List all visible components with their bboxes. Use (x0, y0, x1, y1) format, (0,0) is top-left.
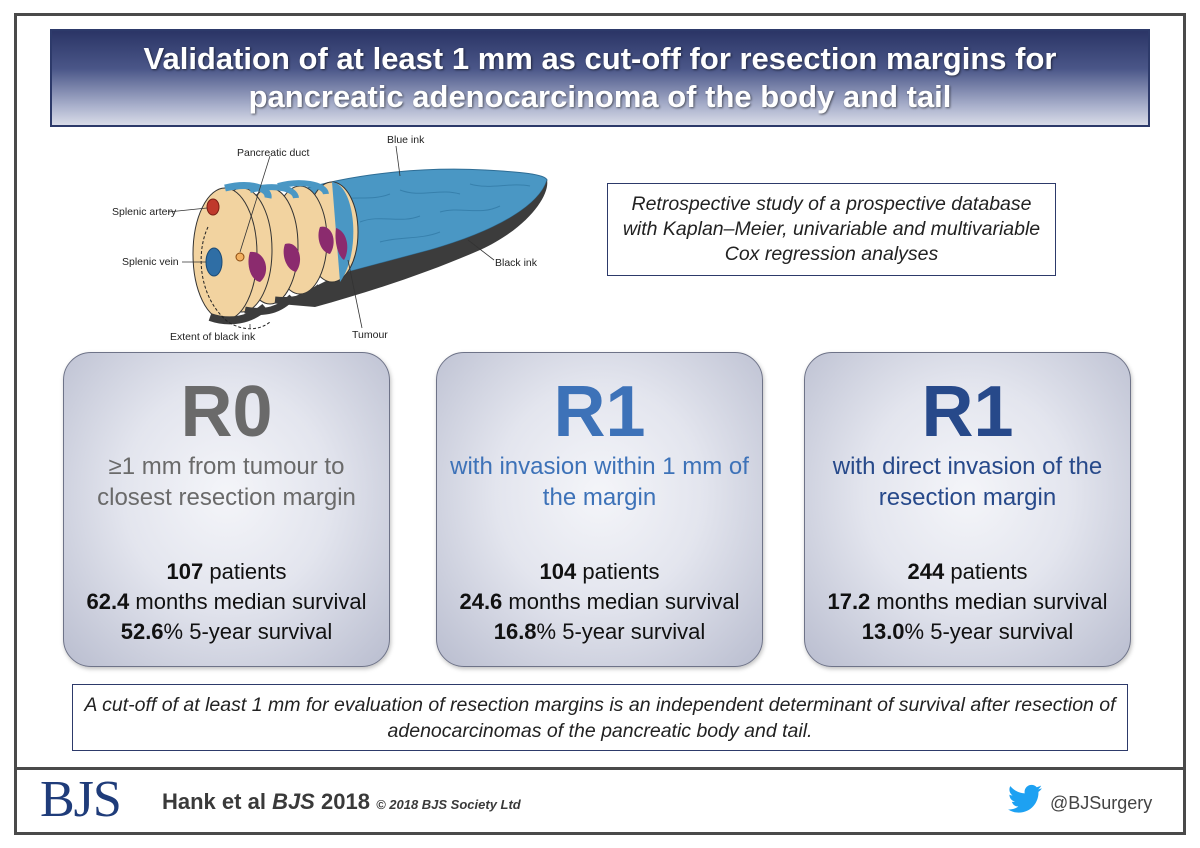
patients-label: patients (209, 559, 287, 584)
card-description: with invasion within 1 mm of the margin (450, 453, 749, 511)
citation: Hank et al BJS 2018 © 2018 BJS Society L… (162, 787, 521, 820)
pancreatic-duct-marker (235, 252, 245, 262)
patients-label: patients (950, 559, 1028, 584)
footer-divider (14, 767, 1186, 770)
pancreas-specimen-illustration: Pancreatic duct Blue ink Splenic artery … (112, 134, 548, 343)
citation-year: 2018 (320, 789, 370, 814)
median-survival-value: 17.2 (827, 589, 871, 614)
card-r0: R0 ≥1 mm from tumour to closest resectio… (63, 352, 390, 667)
card-stats: 107 patients 62.4 months median survival… (64, 557, 389, 647)
median-survival-value: 24.6 (459, 589, 503, 614)
splenic-vein-marker (205, 247, 223, 277)
card-r1-within-1mm: R1 with invasion within 1 mm of the marg… (436, 352, 763, 667)
bjs-logo: BJS (40, 771, 122, 828)
twitter-handle[interactable]: @BJSurgery (1050, 793, 1153, 813)
twitter-bird-icon[interactable] (1008, 784, 1042, 814)
card-description: with direct invasion of the resection ma… (832, 453, 1103, 511)
patients-count: 104 (539, 559, 577, 584)
citation-copyright: © 2018 BJS Society Ltd (376, 797, 521, 812)
patients-count: 107 (166, 559, 204, 584)
card-heading: R1 (553, 372, 646, 452)
title-banner: Validation of at least 1 mm as cut-off f… (50, 29, 1150, 127)
card-heading: R0 (180, 372, 273, 452)
patients-count: 244 (907, 559, 945, 584)
card-description: ≥1 mm from tumour to closest resection m… (97, 453, 356, 511)
conclusion-text: A cut-off of at least 1 mm for evaluatio… (84, 693, 1116, 742)
five-year-survival-label: % 5-year survival (904, 619, 1074, 644)
label-splenic-artery: Splenic artery (112, 206, 177, 218)
patients-label: patients (582, 559, 660, 584)
tumour-patches (248, 226, 348, 282)
median-survival-label: months median survival (876, 589, 1108, 614)
study-design-text: Retrospective study of a prospective dat… (622, 193, 1041, 265)
card-stats: 104 patients 24.6 months median survival… (437, 557, 762, 647)
slice-1 (192, 187, 258, 321)
blue-ink-texture (329, 183, 531, 243)
page-title: Validation of at least 1 mm as cut-off f… (143, 41, 1057, 114)
card-heading: R1 (921, 372, 1014, 452)
citation-journal: BJS (272, 789, 315, 814)
five-year-survival-label: % 5-year survival (163, 619, 333, 644)
label-black-ink: Black ink (495, 257, 538, 269)
card-r1-direct-invasion: R1 with direct invasion of the resection… (804, 352, 1131, 667)
conclusion-box: A cut-off of at least 1 mm for evaluatio… (72, 684, 1128, 751)
study-design-box: Retrospective study of a prospective dat… (607, 183, 1056, 276)
five-year-survival-value: 13.0 (861, 619, 905, 644)
citation-authors: Hank et al (162, 789, 266, 814)
five-year-survival-value: 16.8 (493, 619, 537, 644)
label-tumour: Tumour (352, 329, 388, 341)
label-extent-of-black-ink: Extent of black ink (170, 331, 256, 343)
label-blue-ink: Blue ink (387, 134, 425, 146)
pancreas-body-blue-ink (299, 168, 548, 275)
median-survival-label: months median survival (508, 589, 740, 614)
median-survival-value: 62.4 (86, 589, 130, 614)
median-survival-label: months median survival (135, 589, 367, 614)
card-stats: 244 patients 17.2 months median survival… (805, 557, 1130, 647)
label-pancreatic-duct: Pancreatic duct (237, 147, 309, 159)
label-splenic-vein: Splenic vein (122, 256, 179, 268)
pancreas-underside-black-ink (280, 180, 548, 307)
five-year-survival-label: % 5-year survival (536, 619, 706, 644)
five-year-survival-value: 52.6 (120, 619, 164, 644)
splenic-artery-marker (206, 198, 220, 216)
